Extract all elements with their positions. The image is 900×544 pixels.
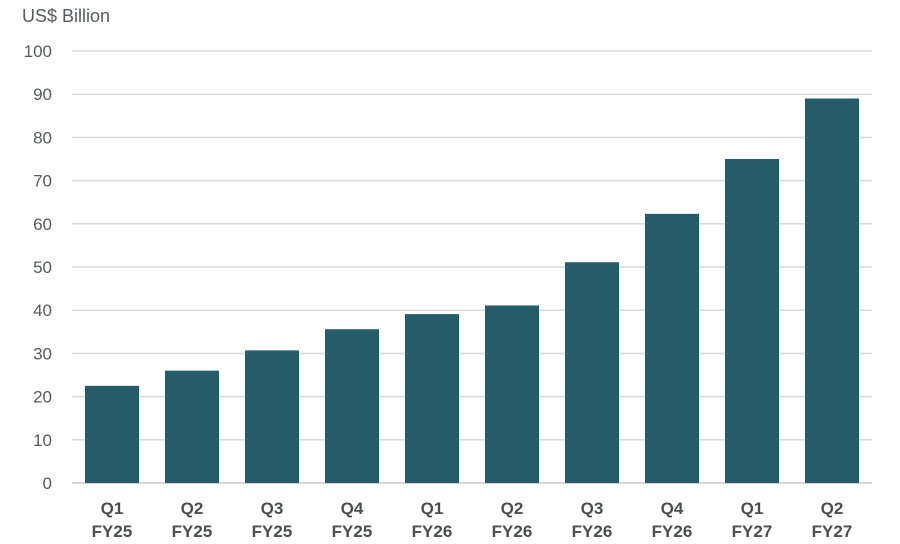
y-tick-label: 40 [33,301,52,320]
x-tick-label: Q3 FY25 [252,499,293,541]
y-axis-ticks: 0 10 20 30 40 50 60 70 80 90 100 [24,42,52,493]
y-tick-label: 10 [33,431,52,450]
x-tick-quarter: Q3 [261,499,284,518]
y-tick-label: 100 [24,42,52,61]
bar [85,385,139,483]
x-tick-fiscal-year: FY27 [732,522,773,541]
y-tick-label: 80 [33,128,52,147]
x-axis-ticks: Q1 FY25 Q2 FY25 Q3 FY25 Q4 FY25 Q1 FY26 Q2 FY26 Q3 FY… [92,499,853,541]
x-tick-fiscal-year: FY27 [812,522,853,541]
x-tick-fiscal-year: FY25 [92,522,133,541]
y-tick-label: 50 [33,258,52,277]
x-tick-label: Q1 FY26 [412,499,453,541]
x-tick-label: Q4 FY26 [652,499,693,541]
bar [645,213,699,483]
x-tick-quarter: Q1 [421,499,444,518]
bar [165,370,219,483]
x-tick-fiscal-year: FY25 [332,522,373,541]
y-tick-label: 70 [33,172,52,191]
x-tick-quarter: Q2 [821,499,844,518]
y-tick-label: 0 [43,474,52,493]
x-tick-label: Q3 FY26 [572,499,613,541]
x-tick-fiscal-year: FY26 [492,522,533,541]
x-tick-label: Q1 FY27 [732,499,773,541]
y-axis-title: US$ Billion [22,6,110,26]
bar [325,329,379,483]
y-tick-label: 20 [33,388,52,407]
x-tick-quarter: Q4 [661,499,684,518]
x-tick-label: Q1 FY25 [92,499,133,541]
bar [485,305,539,483]
bar [565,262,619,483]
x-tick-fiscal-year: FY26 [652,522,693,541]
x-tick-label: Q2 FY26 [492,499,533,541]
x-tick-quarter: Q2 [181,499,204,518]
bar [245,350,299,483]
y-tick-label: 30 [33,344,52,363]
x-tick-quarter: Q4 [341,499,364,518]
x-tick-quarter: Q1 [741,499,764,518]
x-tick-label: Q2 FY27 [812,499,853,541]
x-tick-label: Q2 FY25 [172,499,213,541]
x-tick-fiscal-year: FY26 [412,522,453,541]
x-tick-quarter: Q2 [501,499,524,518]
x-tick-quarter: Q1 [101,499,124,518]
x-tick-label: Q4 FY25 [332,499,373,541]
y-tick-label: 90 [33,85,52,104]
x-tick-quarter: Q3 [581,499,604,518]
x-tick-fiscal-year: FY26 [572,522,613,541]
x-tick-fiscal-year: FY25 [172,522,213,541]
x-tick-fiscal-year: FY25 [252,522,293,541]
bar [725,159,779,483]
bars [85,98,859,484]
y-tick-label: 60 [33,215,52,234]
bar [405,314,459,483]
bar [805,98,859,484]
